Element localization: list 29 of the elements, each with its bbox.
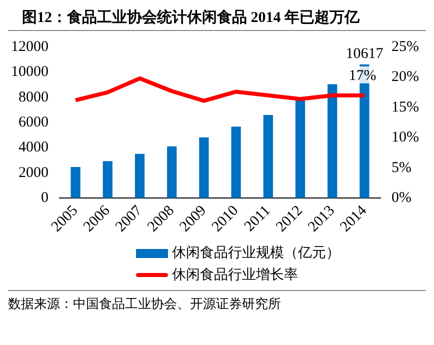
bar: [70, 166, 80, 198]
bar: [263, 114, 273, 198]
bar: [167, 146, 177, 198]
legend-label: 休闲食品行业增长率: [172, 266, 298, 284]
bar: [295, 99, 306, 198]
data-label: 17%: [348, 68, 376, 84]
y-tick-label: 4000: [18, 140, 48, 156]
y-tick-label: 12000: [11, 38, 48, 55]
y2-tick-label: 5%: [392, 160, 412, 176]
bar: [328, 84, 338, 198]
data-label: 10617: [346, 46, 384, 62]
bar: [102, 161, 112, 198]
bar: [134, 154, 145, 198]
y2-tick-label: 0%: [392, 190, 412, 206]
y-tick-label: 8000: [18, 89, 48, 106]
bar: [199, 137, 209, 198]
chart-title: 图12：食品工业协会统计休闲食品 2014 年已超万亿: [8, 8, 426, 31]
y-tick-label: 0: [41, 190, 48, 206]
y-tick-label: 6000: [18, 114, 48, 130]
y2-tick-label: 15%: [392, 99, 420, 116]
y-tick-label: 10000: [11, 64, 48, 80]
y2-tick-label: 10%: [392, 130, 420, 146]
x-tick-label: 2011: [242, 202, 274, 235]
y2-tick-label: 20%: [392, 69, 420, 86]
bar: [231, 126, 241, 198]
source-note: 数据来源：中国食品工业协会、开源证券研究所: [8, 290, 426, 313]
y2-tick-label: 25%: [392, 38, 420, 55]
y-tick-label: 2000: [18, 164, 48, 181]
legend-label: 休闲食品行业规模（亿元）: [172, 244, 340, 262]
